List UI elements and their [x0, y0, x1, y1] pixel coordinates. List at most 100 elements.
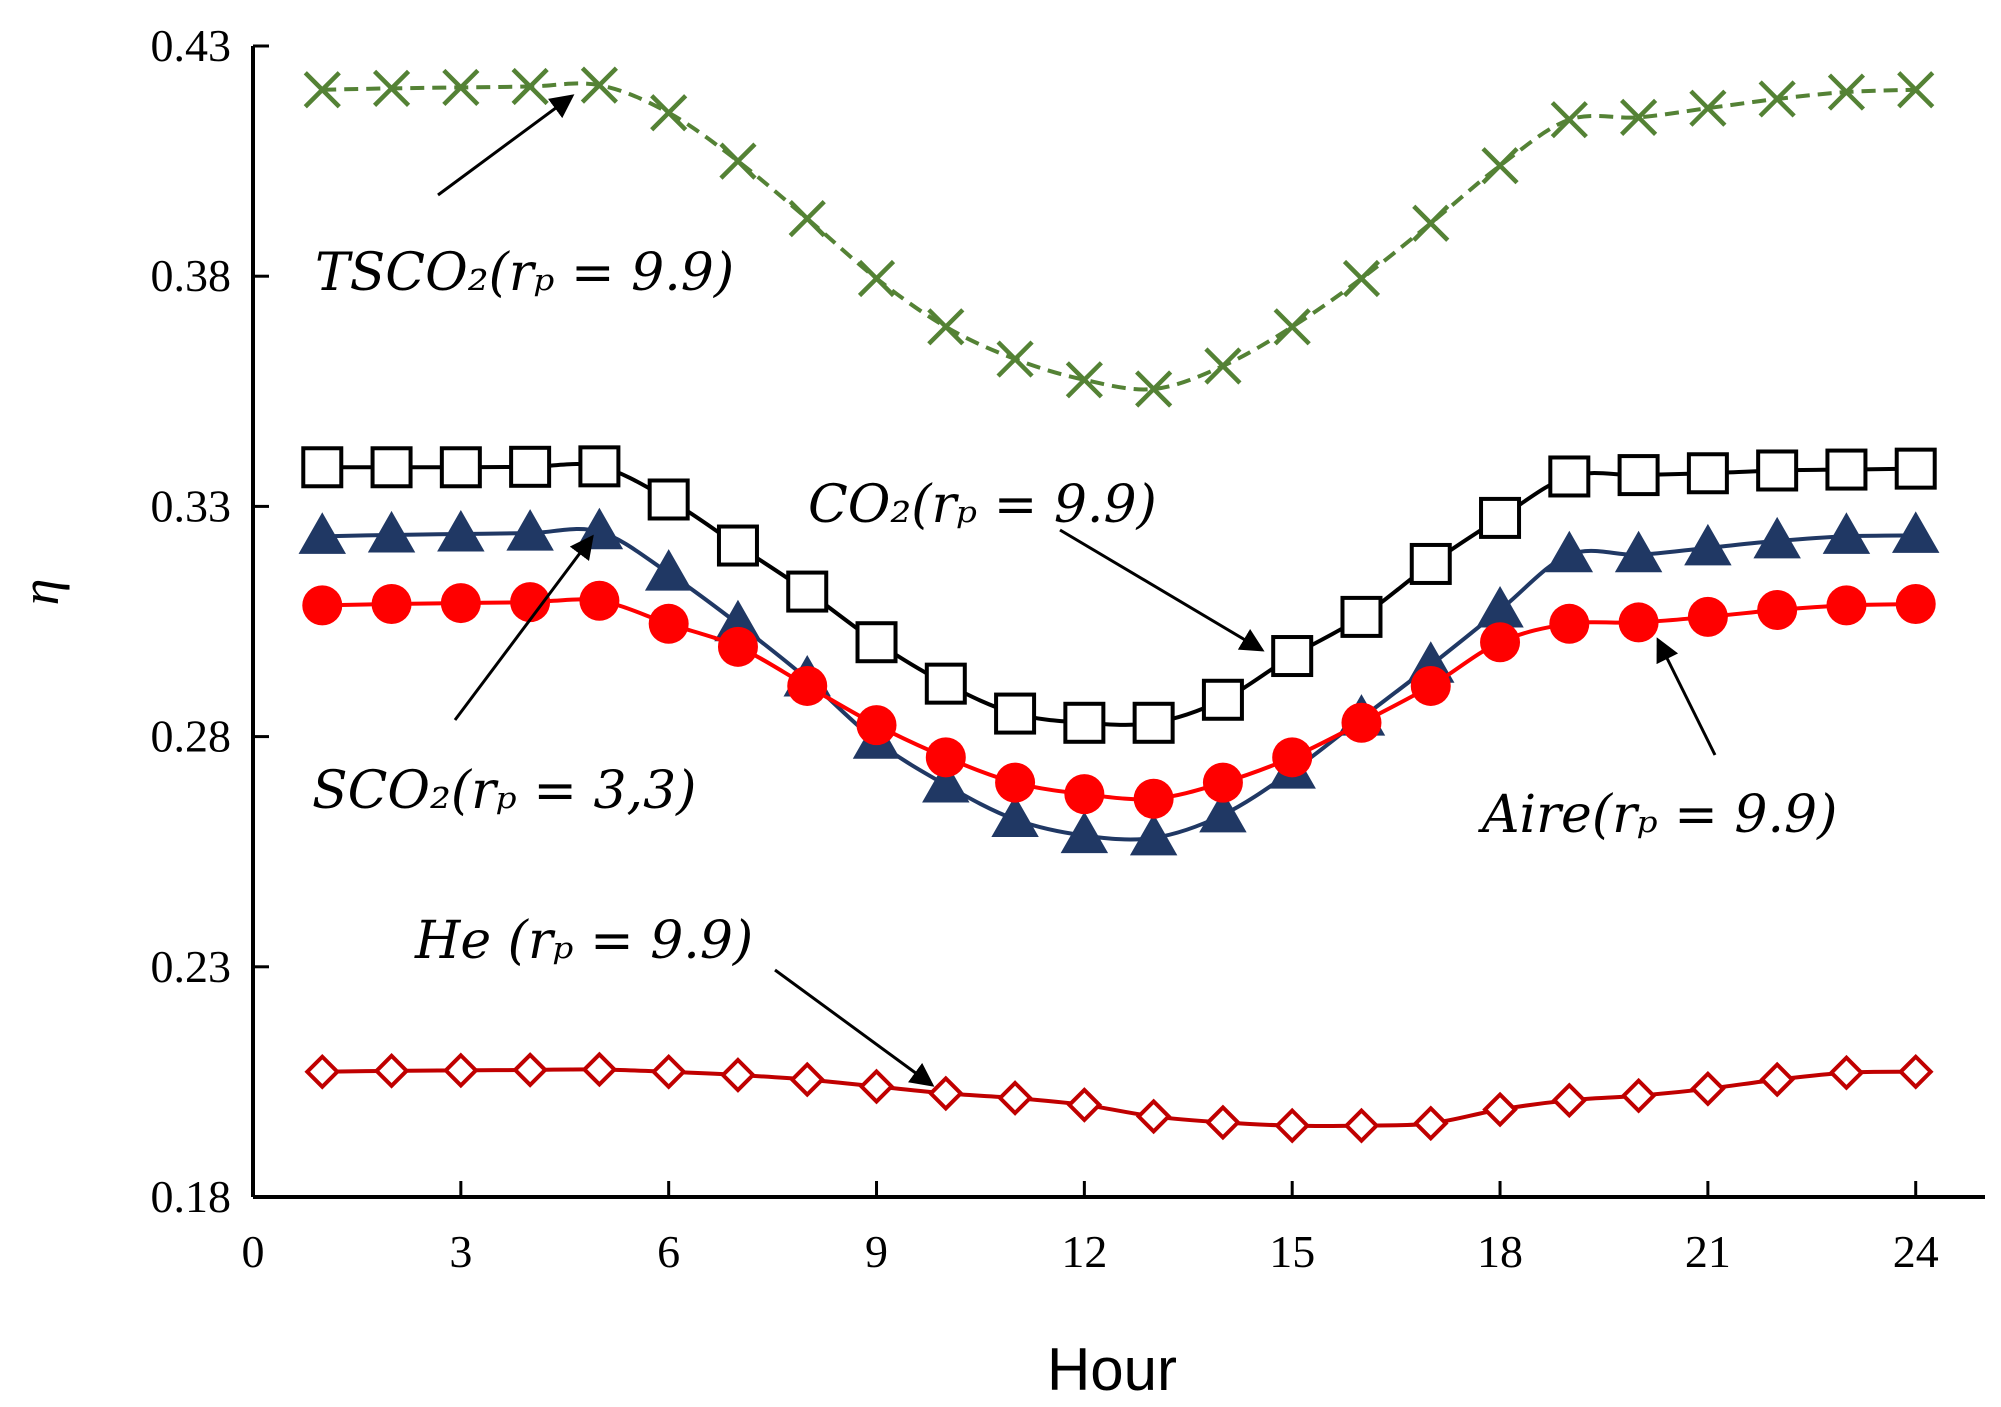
data-point: [1897, 1053, 1934, 1090]
data-point: [1759, 1061, 1795, 1098]
data-point: [1550, 101, 1588, 139]
data-point: [994, 692, 1037, 735]
data-point: [442, 68, 480, 107]
data-point: [788, 200, 826, 238]
x-axis-title: Hour: [1047, 1336, 1177, 1403]
data-point: [1271, 635, 1314, 678]
data-point: [302, 585, 343, 626]
data-point: [1822, 512, 1871, 554]
data-point: [1549, 603, 1590, 644]
data-point: [720, 1057, 756, 1093]
data-point: [437, 510, 485, 552]
data-point: [1412, 204, 1450, 242]
data-point: [717, 626, 758, 667]
axes: [251, 46, 1985, 1199]
y-tick-label: 0.33: [151, 480, 232, 531]
data-point: [1409, 542, 1452, 585]
data-point: [856, 705, 897, 746]
data-point: [1479, 496, 1522, 539]
data-point: [509, 445, 552, 488]
x-tick-label: 6: [657, 1226, 680, 1277]
data-point: [1064, 774, 1105, 815]
data-point: [439, 446, 482, 489]
label-tsco2: TSCO₂(rₚ = 9.9): [315, 243, 734, 303]
y-tick-label: 0.28: [151, 711, 232, 762]
data-point: [650, 94, 688, 132]
data-point: [1825, 448, 1868, 491]
y-tick-label: 0.23: [151, 941, 232, 992]
data-point: [925, 737, 966, 778]
data-point: [857, 259, 896, 298]
data-point: [511, 67, 549, 106]
data-point: [1753, 516, 1801, 559]
data-point: [370, 446, 413, 489]
y-tick-label: 0.38: [151, 250, 232, 301]
data-point: [924, 662, 967, 705]
arrow-he: [774, 968, 935, 1087]
label-he: He (rₚ = 9.9): [414, 911, 753, 971]
data-point: [1133, 778, 1174, 819]
data-point: [1617, 454, 1660, 497]
data-point: [298, 512, 347, 554]
x-tick-label: 24: [1893, 1226, 1939, 1277]
label-aire: Aire(rₚ = 9.9): [1478, 785, 1837, 845]
data-point: [1412, 1105, 1449, 1142]
arrow-tsco2: [437, 94, 575, 197]
y-axis-title: η: [10, 579, 70, 606]
data-point: [1065, 361, 1103, 399]
data-point: [301, 446, 344, 489]
data-point: [991, 795, 1039, 837]
data-point: [1618, 602, 1659, 643]
x-tick-label: 3: [449, 1226, 472, 1277]
data-point: [1620, 98, 1658, 136]
data-point: [443, 1052, 479, 1089]
data-point: [1620, 1077, 1657, 1114]
data-point: [373, 1053, 410, 1089]
data-point: [1481, 147, 1519, 185]
data-point: [1826, 585, 1867, 626]
data-point: [1273, 308, 1311, 346]
data-point: [995, 762, 1036, 803]
data-point: [440, 583, 481, 624]
data-point: [1272, 737, 1313, 778]
label-co2: CO₂(rₚ = 9.9): [808, 475, 1157, 535]
data-point: [506, 509, 554, 551]
data-point: [372, 69, 411, 107]
data-point: [927, 308, 965, 346]
data-point: [1894, 447, 1937, 490]
data-point: [1686, 452, 1729, 495]
data-point: [1410, 665, 1451, 706]
y-tick-label: 0.18: [151, 1171, 232, 1222]
label-sco2: SCO₂(rₚ = 3,3): [312, 761, 696, 821]
data-point: [1548, 455, 1591, 498]
data-point: [578, 445, 621, 488]
x-tick-label: 18: [1477, 1226, 1523, 1277]
data-point: [1482, 1091, 1518, 1128]
data-point: [581, 1051, 618, 1088]
x-tick-label: 9: [865, 1226, 888, 1277]
data-point: [512, 1052, 548, 1088]
data-point: [1687, 596, 1728, 637]
data-point: [927, 1075, 964, 1112]
data-point: [858, 1068, 895, 1105]
data-point: [1274, 1107, 1311, 1144]
data-point: [303, 71, 341, 109]
data-point: [1063, 701, 1106, 744]
data-point: [367, 510, 416, 553]
data-point: [1827, 73, 1866, 111]
series-he-rp-9-9: [304, 1051, 1934, 1144]
data-point: [1545, 530, 1594, 573]
data-point: [716, 524, 759, 567]
data-point: [1135, 1098, 1172, 1135]
data-point: [647, 478, 690, 521]
data-point: [1758, 80, 1796, 118]
data-point: [1757, 589, 1798, 630]
data-point: [580, 66, 618, 104]
data-point: [1828, 1054, 1865, 1091]
arrow-sco2: [453, 534, 594, 721]
data-point: [1340, 595, 1383, 638]
data-point: [1689, 89, 1727, 127]
data-point: [648, 603, 689, 644]
series-co2-rp-9-9: [301, 445, 1937, 744]
